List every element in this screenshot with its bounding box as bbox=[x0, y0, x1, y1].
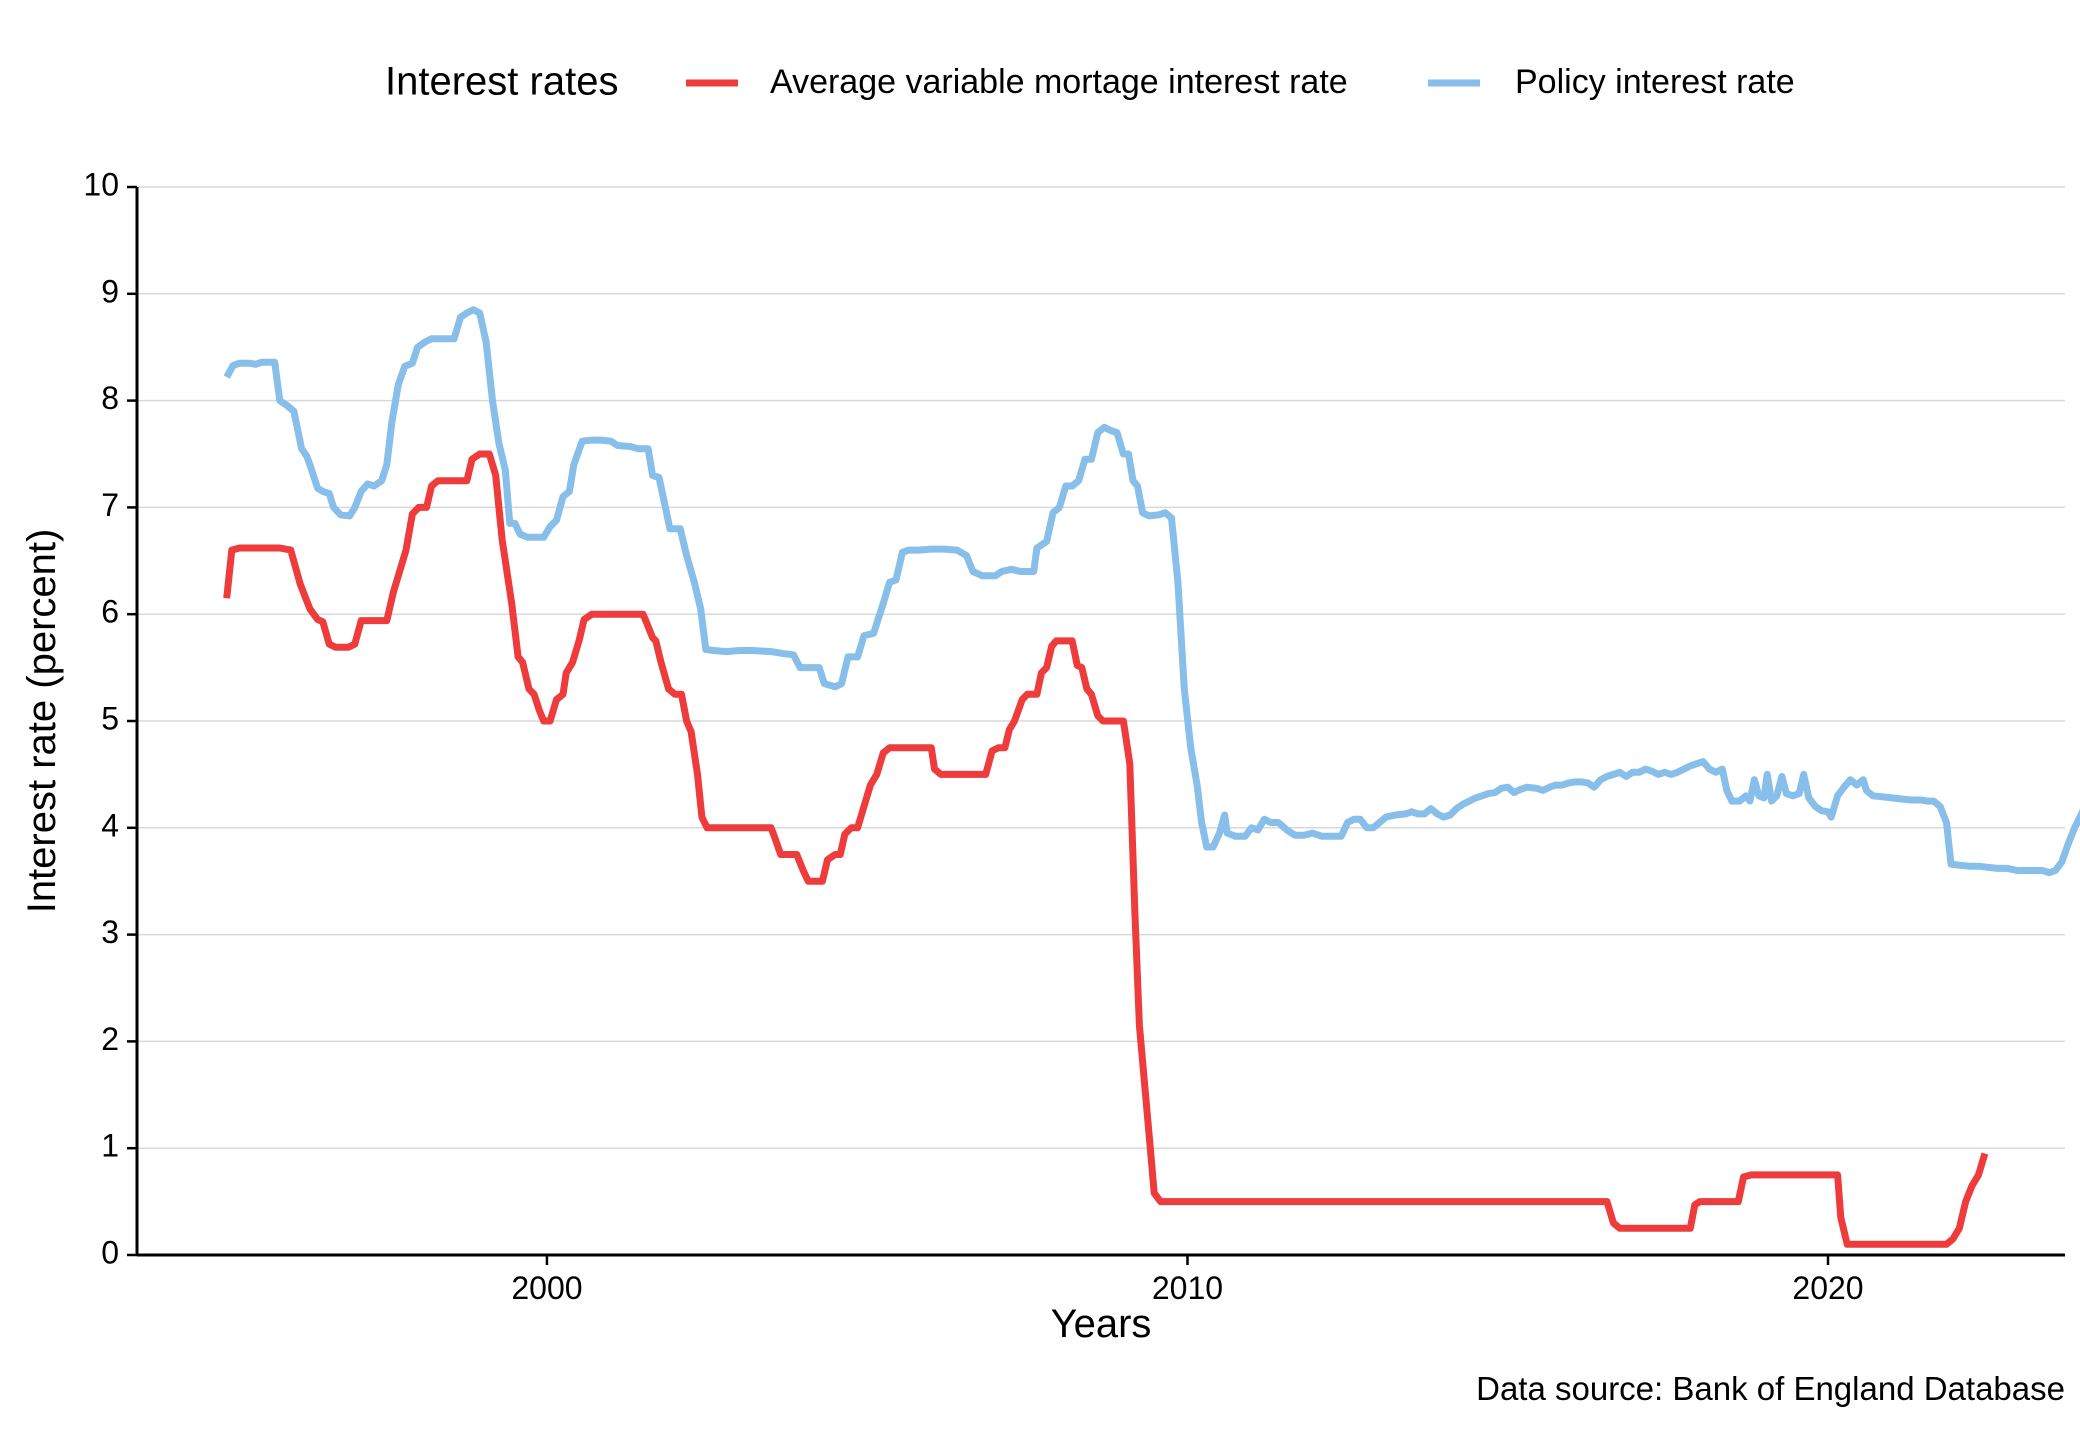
legend-label-mortgage: Average variable mortage interest rate bbox=[770, 63, 1348, 101]
series-layer bbox=[223, 306, 2080, 1248]
x-tick-label-2010: 2010 bbox=[1152, 1270, 1223, 1306]
x-tick-label-2000: 2000 bbox=[511, 1270, 582, 1306]
data-source-caption: Data source: Bank of England Database bbox=[1476, 1370, 2065, 1407]
y-tick-label-9: 9 bbox=[101, 273, 119, 309]
y-tick-label-8: 8 bbox=[101, 380, 119, 416]
legend-label-policy: Policy interest rate bbox=[1515, 63, 1795, 101]
series-line-policy-rate bbox=[223, 306, 2080, 877]
series-line-mortgage-rate bbox=[223, 450, 1989, 1248]
y-tick-label-0: 0 bbox=[101, 1234, 119, 1270]
y-tick-label-4: 4 bbox=[101, 807, 119, 843]
y-axis-label: Interest rate (percent) bbox=[20, 529, 64, 914]
gridlines bbox=[137, 186, 2065, 1149]
y-tick-label-6: 6 bbox=[101, 594, 119, 630]
y-tick-label-5: 5 bbox=[101, 700, 119, 736]
y-tick-label-10: 10 bbox=[83, 166, 119, 202]
y-tick-label-7: 7 bbox=[101, 487, 119, 523]
x-tick-label-2020: 2020 bbox=[1792, 1270, 1863, 1306]
x-axis-label: Years bbox=[1051, 1302, 1152, 1346]
legend-title: Interest rates bbox=[385, 60, 618, 104]
y-tick-label-1: 1 bbox=[101, 1128, 119, 1164]
x-axis-ticks: 2000 2010 2020 bbox=[511, 1255, 1864, 1306]
legend: Interest rates Average variable mortage … bbox=[385, 60, 1795, 104]
y-axis-ticks: 0 1 2 3 4 5 6 7 8 9 10 bbox=[83, 166, 137, 1270]
y-tick-label-3: 3 bbox=[101, 914, 119, 950]
y-tick-label-2: 2 bbox=[101, 1021, 119, 1057]
